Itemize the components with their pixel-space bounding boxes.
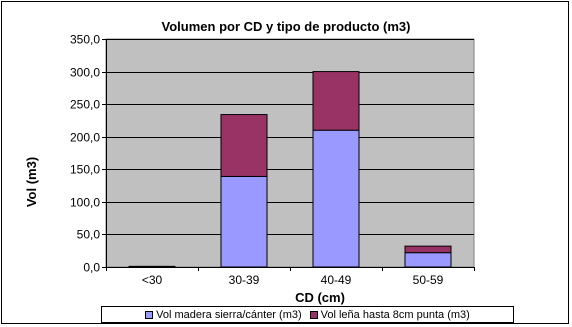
y-tick-label: 200,0 <box>70 131 100 145</box>
legend-swatch-madera <box>145 310 154 319</box>
bar-segment-lena <box>404 245 452 254</box>
gridlines <box>106 39 474 235</box>
legend-swatch-lena <box>309 310 318 319</box>
x-tick-label: 40-49 <box>321 273 352 287</box>
bar-segment-madera <box>220 175 268 268</box>
x-axis-label: CD (cm) <box>295 290 345 305</box>
x-tick-label: 50-59 <box>413 273 444 287</box>
bar-segment-madera <box>312 129 360 268</box>
x-tick-label: 30-39 <box>229 273 260 287</box>
legend-label-madera: Vol madera sierra/cánter (m3) <box>156 308 302 321</box>
legend: Vol madera sierra/cánter (m3) Vol leña h… <box>101 306 514 323</box>
y-tick-label: 250,0 <box>70 98 100 112</box>
legend-item-madera: Vol madera sierra/cánter (m3) <box>145 309 302 321</box>
legend-label-lena: Vol leña hasta 8cm punta (m3) <box>320 308 470 321</box>
plot-area <box>105 38 475 268</box>
axes <box>102 39 475 271</box>
legend-item-lena: Vol leña hasta 8cm punta (m3) <box>309 308 470 321</box>
chart-title: Volumen por CD y tipo de producto (m3) <box>161 19 411 34</box>
y-tick-label: 150,0 <box>70 163 100 177</box>
x-tick-label: <30 <box>142 273 163 287</box>
plot-background <box>105 38 475 268</box>
y-tick-labels: 0,0 50,0 100,0 150,0 200,0 250,0 300,0 350,0 <box>70 33 100 275</box>
x-tick-labels: <30 30-39 40-49 50-59 <box>142 273 444 287</box>
y-tick-label: 50,0 <box>77 228 101 242</box>
y-tick-label: 350,0 <box>70 33 100 47</box>
bars <box>128 71 452 268</box>
bar-segment-lena <box>220 114 268 177</box>
y-tick-label: 0,0 <box>83 261 100 275</box>
y-tick-label: 300,0 <box>70 66 100 80</box>
bar-segment-lena <box>312 71 360 131</box>
bar-segment-madera <box>404 252 452 268</box>
y-axis-label: Vol (m3) <box>24 157 39 207</box>
y-tick-label: 100,0 <box>70 196 100 210</box>
